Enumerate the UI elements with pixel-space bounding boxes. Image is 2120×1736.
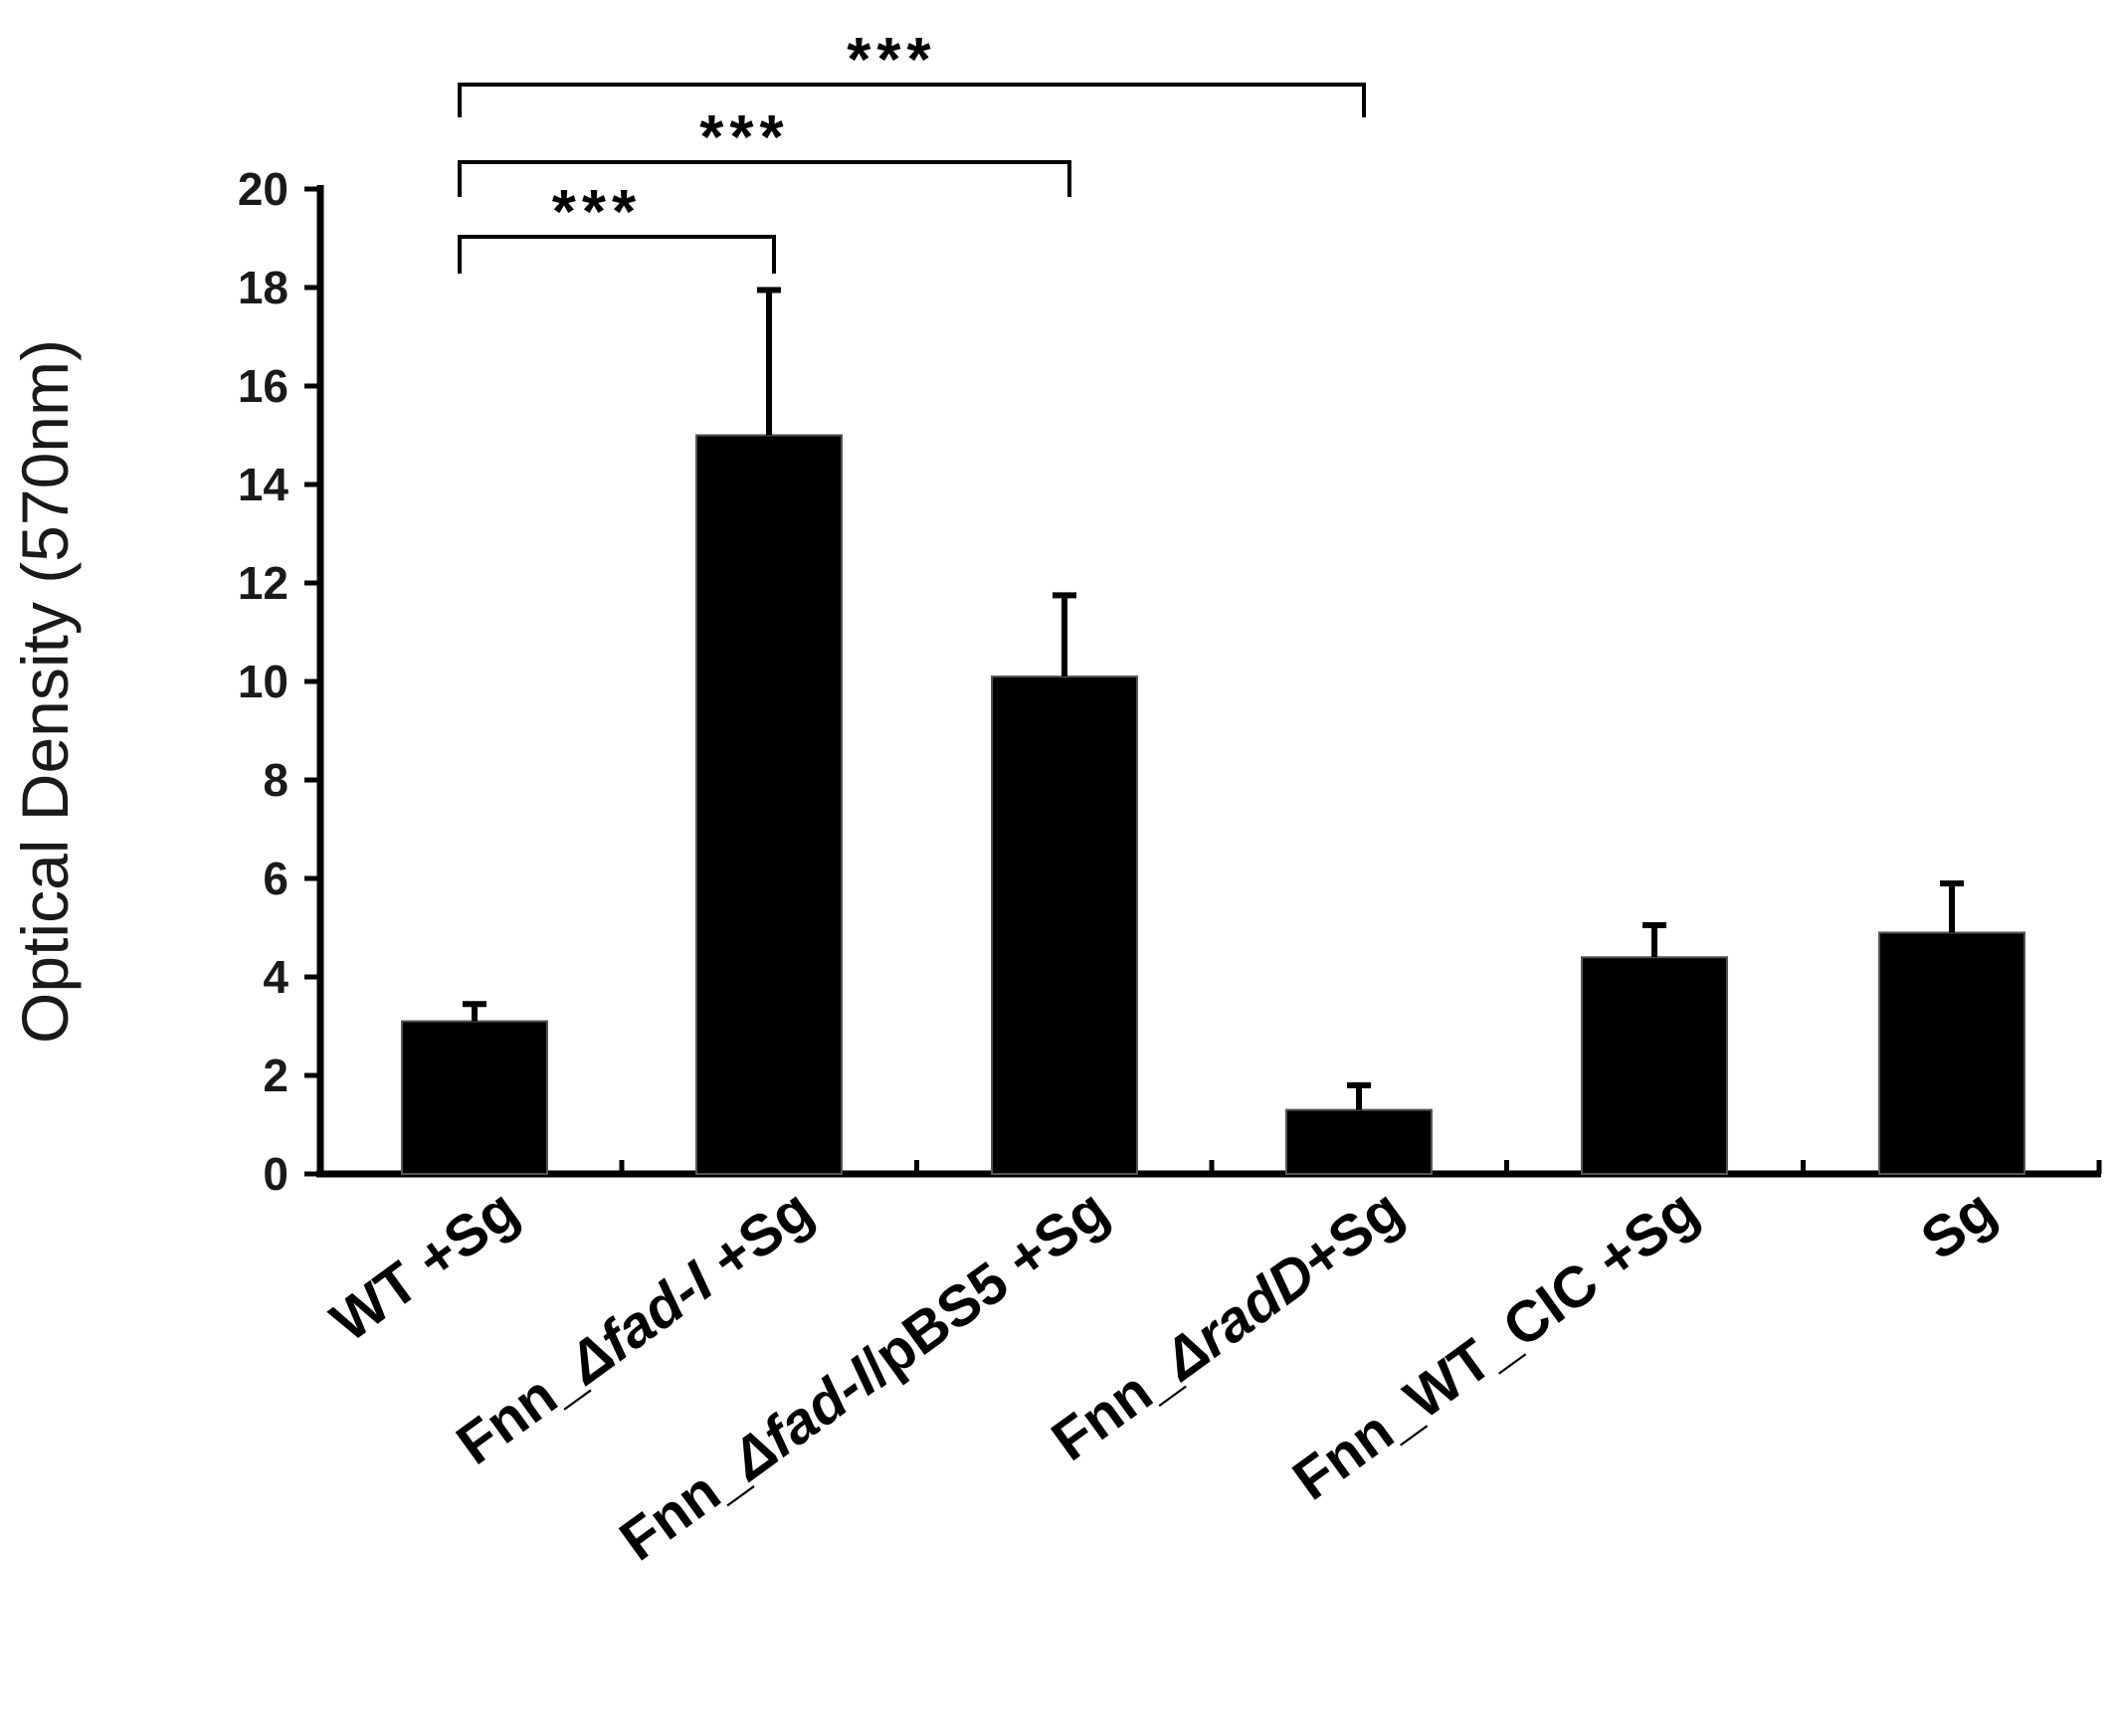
significance-brackets: *** *** *** [458, 26, 1366, 274]
y-tick-label: 0 [263, 1148, 289, 1200]
significance-label: *** [847, 26, 936, 95]
bar [695, 434, 843, 1175]
axes [316, 185, 2101, 1178]
y-tick-label: 16 [238, 360, 289, 412]
x-tick-label: Sg [1909, 1177, 2007, 1272]
x-tick-label: WT +Sg [319, 1177, 530, 1355]
y-tick-label: 8 [263, 754, 289, 806]
error-bars [463, 287, 1964, 1110]
significance-label: *** [552, 178, 642, 247]
y-tick-label: 10 [238, 656, 289, 707]
y-tick-label: 18 [238, 262, 289, 313]
significance-bracket [458, 83, 1366, 117]
bar [401, 1020, 548, 1176]
y-tick-label: 4 [263, 951, 289, 1003]
bars [401, 434, 2025, 1176]
significance-bracket [458, 160, 1071, 197]
bar [991, 675, 1138, 1175]
y-tick-label: 2 [263, 1050, 289, 1101]
significance-label: *** [699, 103, 789, 172]
x-tick-label: Fnn_Δfad-I/pBS5 +Sg [608, 1177, 1119, 1573]
y-tick-label: 14 [238, 459, 289, 510]
y-axis-ticks: 0 2 4 6 8 10 12 14 16 18 20 [238, 163, 320, 1200]
y-tick-label: 6 [263, 853, 289, 904]
bar [1581, 956, 1728, 1176]
y-tick-label: 20 [238, 163, 289, 215]
y-axis-label: Optical Density (570nm) [8, 339, 82, 1044]
significance-bracket [458, 235, 776, 274]
bar [1878, 931, 2025, 1176]
y-tick-label: 12 [238, 557, 289, 609]
bar [1285, 1108, 1433, 1176]
